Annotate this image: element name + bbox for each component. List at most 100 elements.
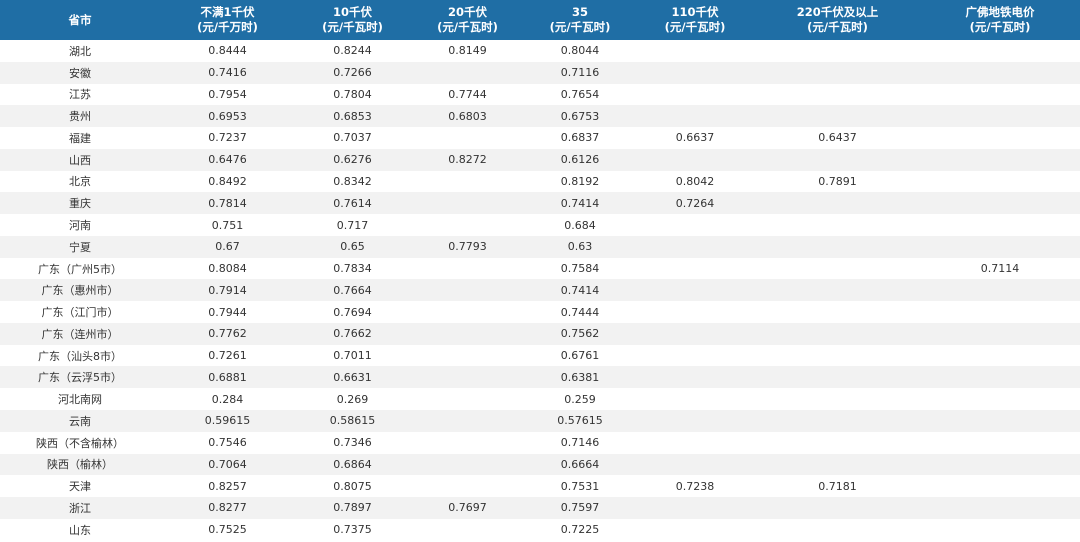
price-cell bbox=[635, 322, 755, 345]
price-cell: 0.6381 bbox=[525, 366, 635, 389]
header-row: 省市 不满1千伏 (元/千万时) 10千伏 (元/千瓦时) 20千伏 (元/千瓦时) 35 (元… bbox=[0, 0, 1080, 40]
price-cell bbox=[410, 519, 525, 541]
price-cell bbox=[410, 258, 525, 280]
price-cell bbox=[920, 84, 1080, 106]
price-cell: 0.58615 bbox=[295, 410, 410, 432]
price-cell bbox=[635, 366, 755, 389]
header-line: (元/千瓦时) bbox=[322, 20, 383, 34]
header-line: 不满1千伏 bbox=[200, 5, 255, 19]
price-cell bbox=[755, 61, 920, 84]
header-line: (元/千万时) bbox=[197, 20, 258, 34]
price-cell bbox=[635, 148, 755, 171]
price-cell: 0.7804 bbox=[333, 87, 372, 101]
header-cell: 35 (元/千瓦时) bbox=[525, 0, 635, 40]
price-cell bbox=[755, 258, 920, 280]
table-row: 河南 0.751 0.717 0.684 bbox=[0, 214, 1080, 236]
header-line: 省市 bbox=[68, 12, 92, 27]
region-cell: 广东（惠州市） bbox=[0, 279, 160, 302]
price-cell: 0.6761 bbox=[560, 349, 600, 363]
price-cell: 0.8044 bbox=[560, 44, 600, 58]
table-row: 山东 0.7525 0.7375 0.7225 bbox=[0, 519, 1080, 541]
region-cell: 陕西（不含榆林） bbox=[36, 436, 124, 450]
price-cell: 0.7266 bbox=[295, 61, 410, 84]
header-line: 220千伏及以上 bbox=[796, 5, 879, 19]
price-cell bbox=[410, 322, 525, 345]
table-row: 陕西（榆林） 0.7064 0.6864 0.6664 bbox=[0, 453, 1080, 476]
region-cell: 河北南网 bbox=[58, 393, 102, 407]
price-cell: 0.6476 bbox=[160, 148, 295, 171]
price-cell bbox=[920, 519, 1080, 541]
price-cell: 0.7064 bbox=[160, 453, 295, 476]
price-cell bbox=[920, 345, 1080, 367]
price-cell bbox=[920, 497, 1080, 519]
price-cell: 0.7146 bbox=[560, 436, 600, 450]
table-row: 浙江 0.8277 0.7897 0.7697 0.7597 bbox=[0, 497, 1080, 519]
region-cell: 浙江 bbox=[0, 497, 160, 519]
price-cell bbox=[635, 40, 755, 62]
price-cell bbox=[755, 279, 920, 302]
header-cell: 10千伏 (元/千瓦时) bbox=[295, 0, 410, 40]
table-row: 广东（江门市） 0.7944 0.7694 0.7444 bbox=[0, 301, 1080, 323]
price-cell bbox=[920, 127, 1080, 149]
price-cell: 0.7744 bbox=[448, 87, 487, 101]
price-cell: 0.8192 bbox=[560, 174, 600, 188]
price-cell: 0.7037 bbox=[333, 131, 372, 145]
table-row: 北京 0.8492 0.8342 0.8192 0.8042 0.7891 bbox=[0, 171, 1080, 193]
header-line: 10千伏 bbox=[332, 5, 372, 19]
price-cell: 0.717 bbox=[336, 218, 369, 232]
region-cell: 河南 bbox=[69, 219, 91, 232]
price-cell bbox=[920, 192, 1080, 215]
table-row: 湖北 0.8444 0.8244 0.8149 0.8044 bbox=[0, 40, 1080, 62]
price-cell: 0.63 bbox=[525, 235, 635, 258]
price-cell bbox=[635, 214, 755, 236]
price-cell: 0.7261 bbox=[208, 349, 247, 363]
price-cell: 0.259 bbox=[564, 392, 596, 406]
price-cell: 0.751 bbox=[211, 218, 244, 232]
price-cell: 0.7762 bbox=[160, 322, 295, 345]
table-row: 天津 0.8257 0.8075 0.7531 0.7238 0.7181 bbox=[0, 475, 1080, 497]
table-row: 广东（连州市） 0.7762 0.7662 0.7562 bbox=[0, 322, 1080, 345]
table-row: 广东（广州5市） 0.8084 0.7834 0.7584 0.7114 bbox=[0, 258, 1080, 280]
price-cell: 0.7584 bbox=[560, 262, 600, 276]
price-cell: 0.7011 bbox=[333, 349, 372, 363]
price-cell: 0.8444 bbox=[208, 44, 247, 58]
price-cell: 0.57615 bbox=[525, 410, 635, 432]
price-cell: 0.7531 bbox=[560, 479, 600, 493]
price-cell: 0.6126 bbox=[525, 148, 635, 171]
region-cell: 广东（云浮5市） bbox=[0, 366, 160, 389]
region-cell: 福建 bbox=[69, 131, 91, 145]
table-row: 云南 0.59615 0.58615 0.57615 bbox=[0, 410, 1080, 432]
price-cell bbox=[635, 105, 755, 128]
header-cell: 省市 bbox=[0, 0, 160, 40]
price-cell bbox=[410, 171, 525, 193]
price-cell bbox=[755, 148, 920, 171]
price-cell: 0.7891 bbox=[818, 174, 857, 188]
price-cell bbox=[410, 366, 525, 389]
region-cell: 天津 bbox=[69, 480, 91, 494]
region-cell: 北京 bbox=[69, 175, 91, 189]
table-row: 广东（惠州市） 0.7914 0.7664 0.7414 bbox=[0, 279, 1080, 302]
price-cell bbox=[755, 192, 920, 215]
price-cell bbox=[920, 475, 1080, 497]
price-cell bbox=[635, 497, 755, 519]
price-cell bbox=[920, 61, 1080, 84]
region-cell: 重庆 bbox=[0, 192, 160, 215]
price-cell: 0.7181 bbox=[818, 479, 857, 493]
header-line: 20千伏 bbox=[447, 5, 487, 19]
price-cell: 0.7414 bbox=[525, 279, 635, 302]
region-cell: 广东（连州市） bbox=[0, 322, 160, 345]
price-cell bbox=[635, 410, 755, 432]
header-cell: 20千伏 (元/千瓦时) bbox=[410, 0, 525, 40]
region-cell: 广东（汕头8市） bbox=[38, 349, 122, 363]
price-cell: 0.7944 bbox=[208, 305, 247, 319]
price-cell: 0.7116 bbox=[525, 61, 635, 84]
price-cell bbox=[755, 345, 920, 367]
price-cell: 0.8149 bbox=[448, 44, 487, 58]
price-cell: 0.284 bbox=[211, 392, 244, 406]
region-cell: 山东 bbox=[69, 523, 91, 537]
price-cell bbox=[410, 388, 525, 410]
header-cell: 110千伏 (元/千瓦时) bbox=[635, 0, 755, 40]
price-cell bbox=[755, 322, 920, 345]
